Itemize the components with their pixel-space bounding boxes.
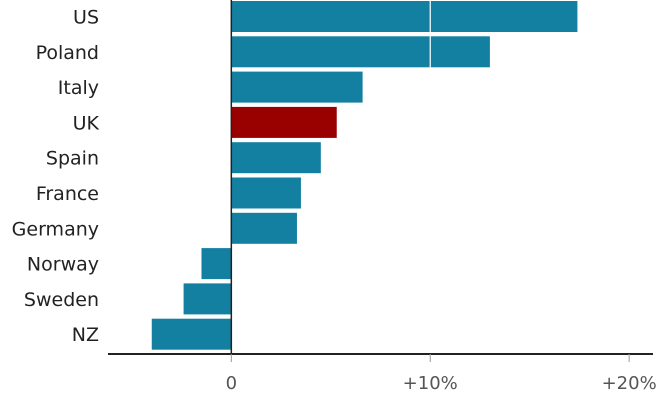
bars-group	[151, 1, 578, 350]
category-label-italy: Italy	[58, 77, 99, 99]
category-label-sweden: Sweden	[24, 289, 99, 311]
bar-us	[231, 1, 578, 32]
category-label-germany: Germany	[12, 218, 99, 240]
x-tick-label-0: 0	[226, 373, 237, 394]
x-tick-label--10-: +10%	[403, 373, 458, 394]
bar-germany	[231, 212, 297, 244]
bar-france	[231, 177, 301, 209]
bar-spain	[231, 142, 321, 174]
x-axis: 0 +10% +20%	[108, 0, 657, 394]
category-label-nz: NZ	[72, 324, 99, 346]
category-label-spain: Spain	[46, 148, 99, 170]
x-tick-label--20-: +20%	[602, 373, 657, 394]
category-label-us: US	[73, 7, 99, 29]
category-labels-group: US Poland Italy UK Spain France Germany Norway S…	[12, 7, 100, 347]
bar-italy	[231, 71, 363, 103]
category-label-norway: Norway	[27, 254, 99, 276]
bar-uk	[231, 106, 337, 138]
category-label-uk: UK	[73, 112, 100, 134]
bar-sweden	[183, 283, 232, 315]
category-label-france: France	[36, 183, 99, 205]
bar-norway	[201, 248, 232, 280]
category-label-poland: Poland	[36, 42, 99, 64]
bar-poland	[231, 36, 490, 68]
gridlines-group	[429, 1, 630, 350]
bar-nz	[151, 318, 232, 350]
